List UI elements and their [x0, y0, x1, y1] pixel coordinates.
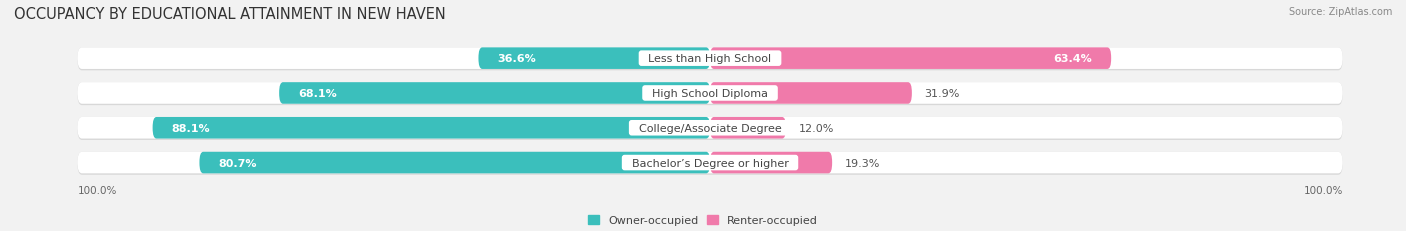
FancyBboxPatch shape	[77, 83, 1343, 104]
FancyBboxPatch shape	[478, 48, 710, 70]
FancyBboxPatch shape	[77, 48, 1343, 70]
FancyBboxPatch shape	[77, 152, 1343, 175]
Text: Less than High School: Less than High School	[641, 54, 779, 64]
Text: 88.1%: 88.1%	[172, 123, 211, 133]
Text: Bachelor’s Degree or higher: Bachelor’s Degree or higher	[624, 158, 796, 168]
Text: OCCUPANCY BY EDUCATIONAL ATTAINMENT IN NEW HAVEN: OCCUPANCY BY EDUCATIONAL ATTAINMENT IN N…	[14, 7, 446, 22]
Text: 100.0%: 100.0%	[1303, 185, 1343, 195]
FancyBboxPatch shape	[710, 118, 786, 139]
FancyBboxPatch shape	[77, 48, 1343, 71]
FancyBboxPatch shape	[200, 152, 710, 174]
Text: 19.3%: 19.3%	[845, 158, 880, 168]
Text: 68.1%: 68.1%	[298, 88, 337, 99]
FancyBboxPatch shape	[710, 152, 832, 174]
FancyBboxPatch shape	[153, 118, 710, 139]
FancyBboxPatch shape	[77, 152, 1343, 174]
Text: 12.0%: 12.0%	[799, 123, 834, 133]
Text: Source: ZipAtlas.com: Source: ZipAtlas.com	[1288, 7, 1392, 17]
FancyBboxPatch shape	[77, 118, 1343, 140]
Text: 63.4%: 63.4%	[1053, 54, 1092, 64]
FancyBboxPatch shape	[710, 83, 912, 104]
Text: 80.7%: 80.7%	[218, 158, 257, 168]
FancyBboxPatch shape	[710, 48, 1111, 70]
Text: High School Diploma: High School Diploma	[645, 88, 775, 99]
FancyBboxPatch shape	[280, 83, 710, 104]
FancyBboxPatch shape	[77, 118, 1343, 139]
Text: 100.0%: 100.0%	[77, 185, 117, 195]
FancyBboxPatch shape	[77, 83, 1343, 106]
Text: 36.6%: 36.6%	[498, 54, 536, 64]
Text: College/Associate Degree: College/Associate Degree	[631, 123, 789, 133]
Text: 31.9%: 31.9%	[925, 88, 960, 99]
Legend: Owner-occupied, Renter-occupied: Owner-occupied, Renter-occupied	[588, 215, 818, 225]
